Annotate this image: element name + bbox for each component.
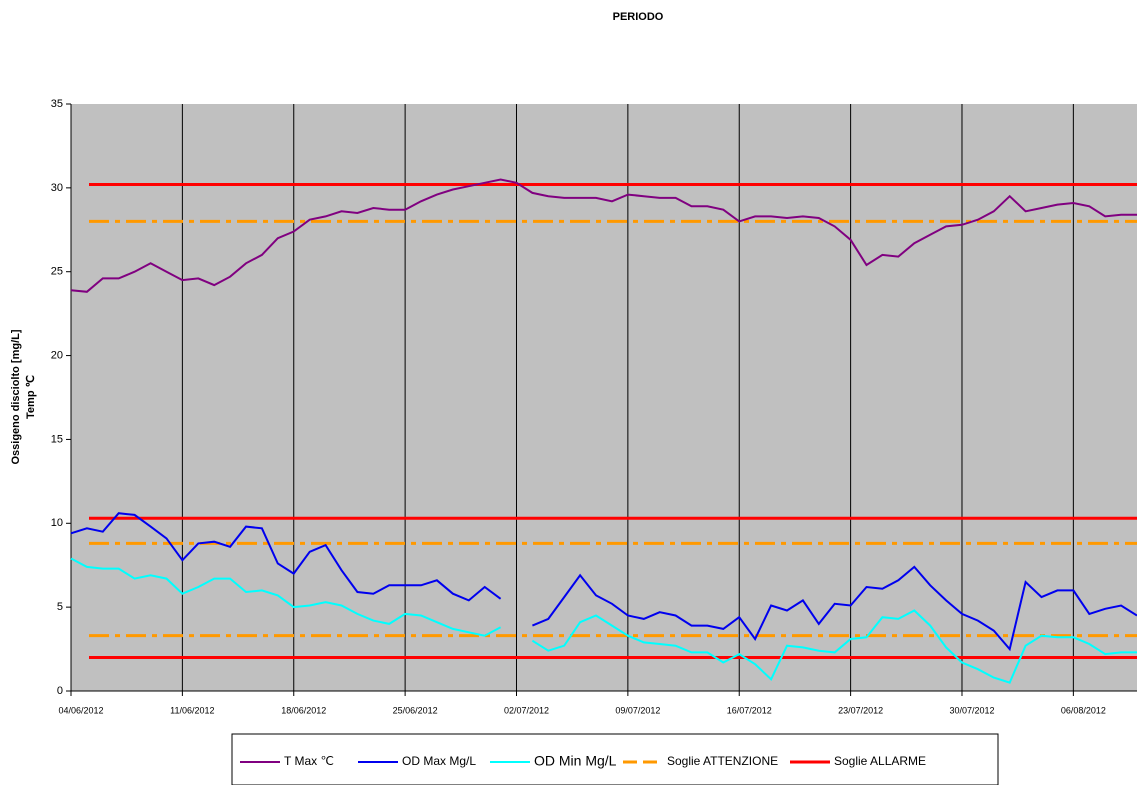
y-tick-label: 5 — [57, 601, 63, 613]
legend-label: OD Max Mg/L — [402, 754, 476, 768]
legend-label: Soglie ATTENZIONE — [667, 754, 778, 768]
chart-title: PERIODO — [613, 11, 664, 23]
x-tick-label: 02/07/2012 — [504, 705, 549, 715]
x-tick-label: 06/08/2012 — [1061, 705, 1106, 715]
legend-label: OD Min Mg/L — [534, 753, 617, 769]
x-tick-label: 25/06/2012 — [393, 705, 438, 715]
y-tick-label: 0 — [57, 685, 63, 697]
x-tick-label: 09/07/2012 — [615, 705, 660, 715]
x-tick-label: 04/06/2012 — [58, 705, 103, 715]
legend-box — [231, 733, 999, 785]
x-tick-label: 18/06/2012 — [281, 705, 326, 715]
x-tick-label: 23/07/2012 — [838, 705, 883, 715]
y-tick-label: 10 — [51, 517, 63, 529]
x-tick-label: 30/07/2012 — [949, 705, 994, 715]
y-tick-label: 15 — [51, 433, 63, 445]
legend-label: Soglie ALLARME — [834, 754, 926, 768]
plot-area — [71, 104, 1137, 691]
x-tick-label: 16/07/2012 — [727, 705, 772, 715]
y-axis-label: Ossigeno disciolto [mg/L] — [10, 329, 22, 464]
series-line — [70, 512, 1137, 652]
y-tick-label: 25 — [51, 266, 63, 278]
x-tick-label: 11/06/2012 — [170, 705, 214, 715]
y-tick-label: 20 — [51, 349, 63, 361]
legend-label: T Max ℃ — [284, 754, 334, 768]
y-tick-label: 35 — [51, 98, 63, 110]
y-tick-label: 30 — [51, 182, 63, 194]
series-line — [70, 178, 1137, 293]
series-line — [70, 557, 1137, 684]
y-axis-label: Temp ℃ — [25, 375, 37, 419]
